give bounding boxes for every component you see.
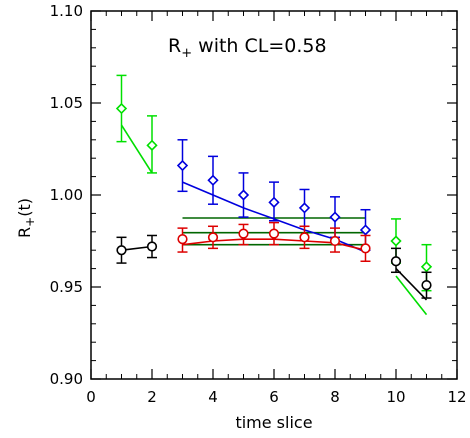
svg-text:R+ with CL=0.58: R+ with CL=0.58 [168, 35, 327, 61]
diamond-marker [329, 211, 341, 223]
circle-marker [390, 256, 402, 267]
diamond-marker [176, 159, 189, 172]
chart-title: R+ with CL=0.58 [168, 35, 327, 61]
title-main: R [168, 35, 181, 57]
y-tick-label: 1.10 [50, 2, 83, 20]
circle-marker [146, 241, 158, 252]
y-tick-label: 1.05 [50, 94, 83, 112]
y-tick-label: 1.00 [50, 186, 83, 204]
data-point [329, 227, 341, 253]
data-point [268, 221, 280, 246]
diamond-marker [420, 261, 433, 273]
data-point [299, 225, 310, 250]
diamond-marker [237, 189, 250, 201]
y-axis-label-subscript: + [23, 217, 37, 227]
circle-marker [268, 228, 280, 239]
data-points [115, 74, 433, 299]
data-point [360, 234, 371, 262]
diamond-marker [390, 235, 402, 247]
circle-marker [360, 243, 371, 254]
x-tick-label: 4 [208, 388, 218, 406]
diamond-marker [359, 224, 372, 236]
circle-marker [238, 228, 249, 239]
y-tick-label: 0.90 [50, 370, 83, 388]
y-axis-label-rest: (t) [15, 198, 34, 217]
data-point [237, 172, 250, 218]
circle-marker [329, 235, 341, 247]
fit-curve [120, 124, 153, 174]
x-tick-label: 2 [147, 388, 157, 406]
circle-marker [207, 232, 219, 243]
data-point [207, 225, 219, 250]
data-point [115, 74, 128, 143]
diamond-marker [207, 174, 219, 186]
title-rest: with CL=0.58 [192, 35, 326, 57]
circle-marker [116, 245, 127, 256]
y-axis-label-main: R [15, 227, 34, 238]
fit-curve [395, 275, 428, 316]
data-point [298, 188, 311, 228]
title-subscript: + [181, 46, 192, 61]
x-tick-label: 10 [386, 388, 405, 406]
axis-ticks: 0 2 4 6 8 10 12 0.90 0.95 1.00 1.05 1.10 [50, 2, 467, 406]
x-axis-label: time slice [235, 413, 312, 432]
x-tick-label: 8 [330, 388, 340, 406]
diamond-marker [146, 139, 158, 151]
fit-curve [395, 268, 428, 301]
circle-marker [421, 280, 432, 291]
circle-marker [299, 232, 310, 243]
data-point [359, 208, 372, 251]
x-tick-label: 12 [447, 388, 466, 406]
data-point [176, 139, 189, 193]
x-tick-label: 6 [269, 388, 279, 406]
data-point [207, 155, 219, 205]
data-point [268, 181, 280, 222]
data-point [177, 227, 188, 253]
diamond-marker [115, 102, 128, 115]
diamond-marker [268, 196, 280, 208]
data-point [146, 234, 158, 259]
fit-curve [121, 245, 153, 251]
y-tick-label: 0.95 [50, 278, 83, 296]
diamond-marker [298, 202, 311, 214]
data-point [146, 115, 158, 174]
circle-marker [177, 234, 188, 245]
data-point [116, 236, 127, 264]
data-point [421, 271, 432, 299]
x-tick-label: 0 [86, 388, 96, 406]
y-axis-label: R+(t) [15, 198, 37, 238]
data-point [390, 247, 402, 274]
data-point [238, 223, 249, 246]
